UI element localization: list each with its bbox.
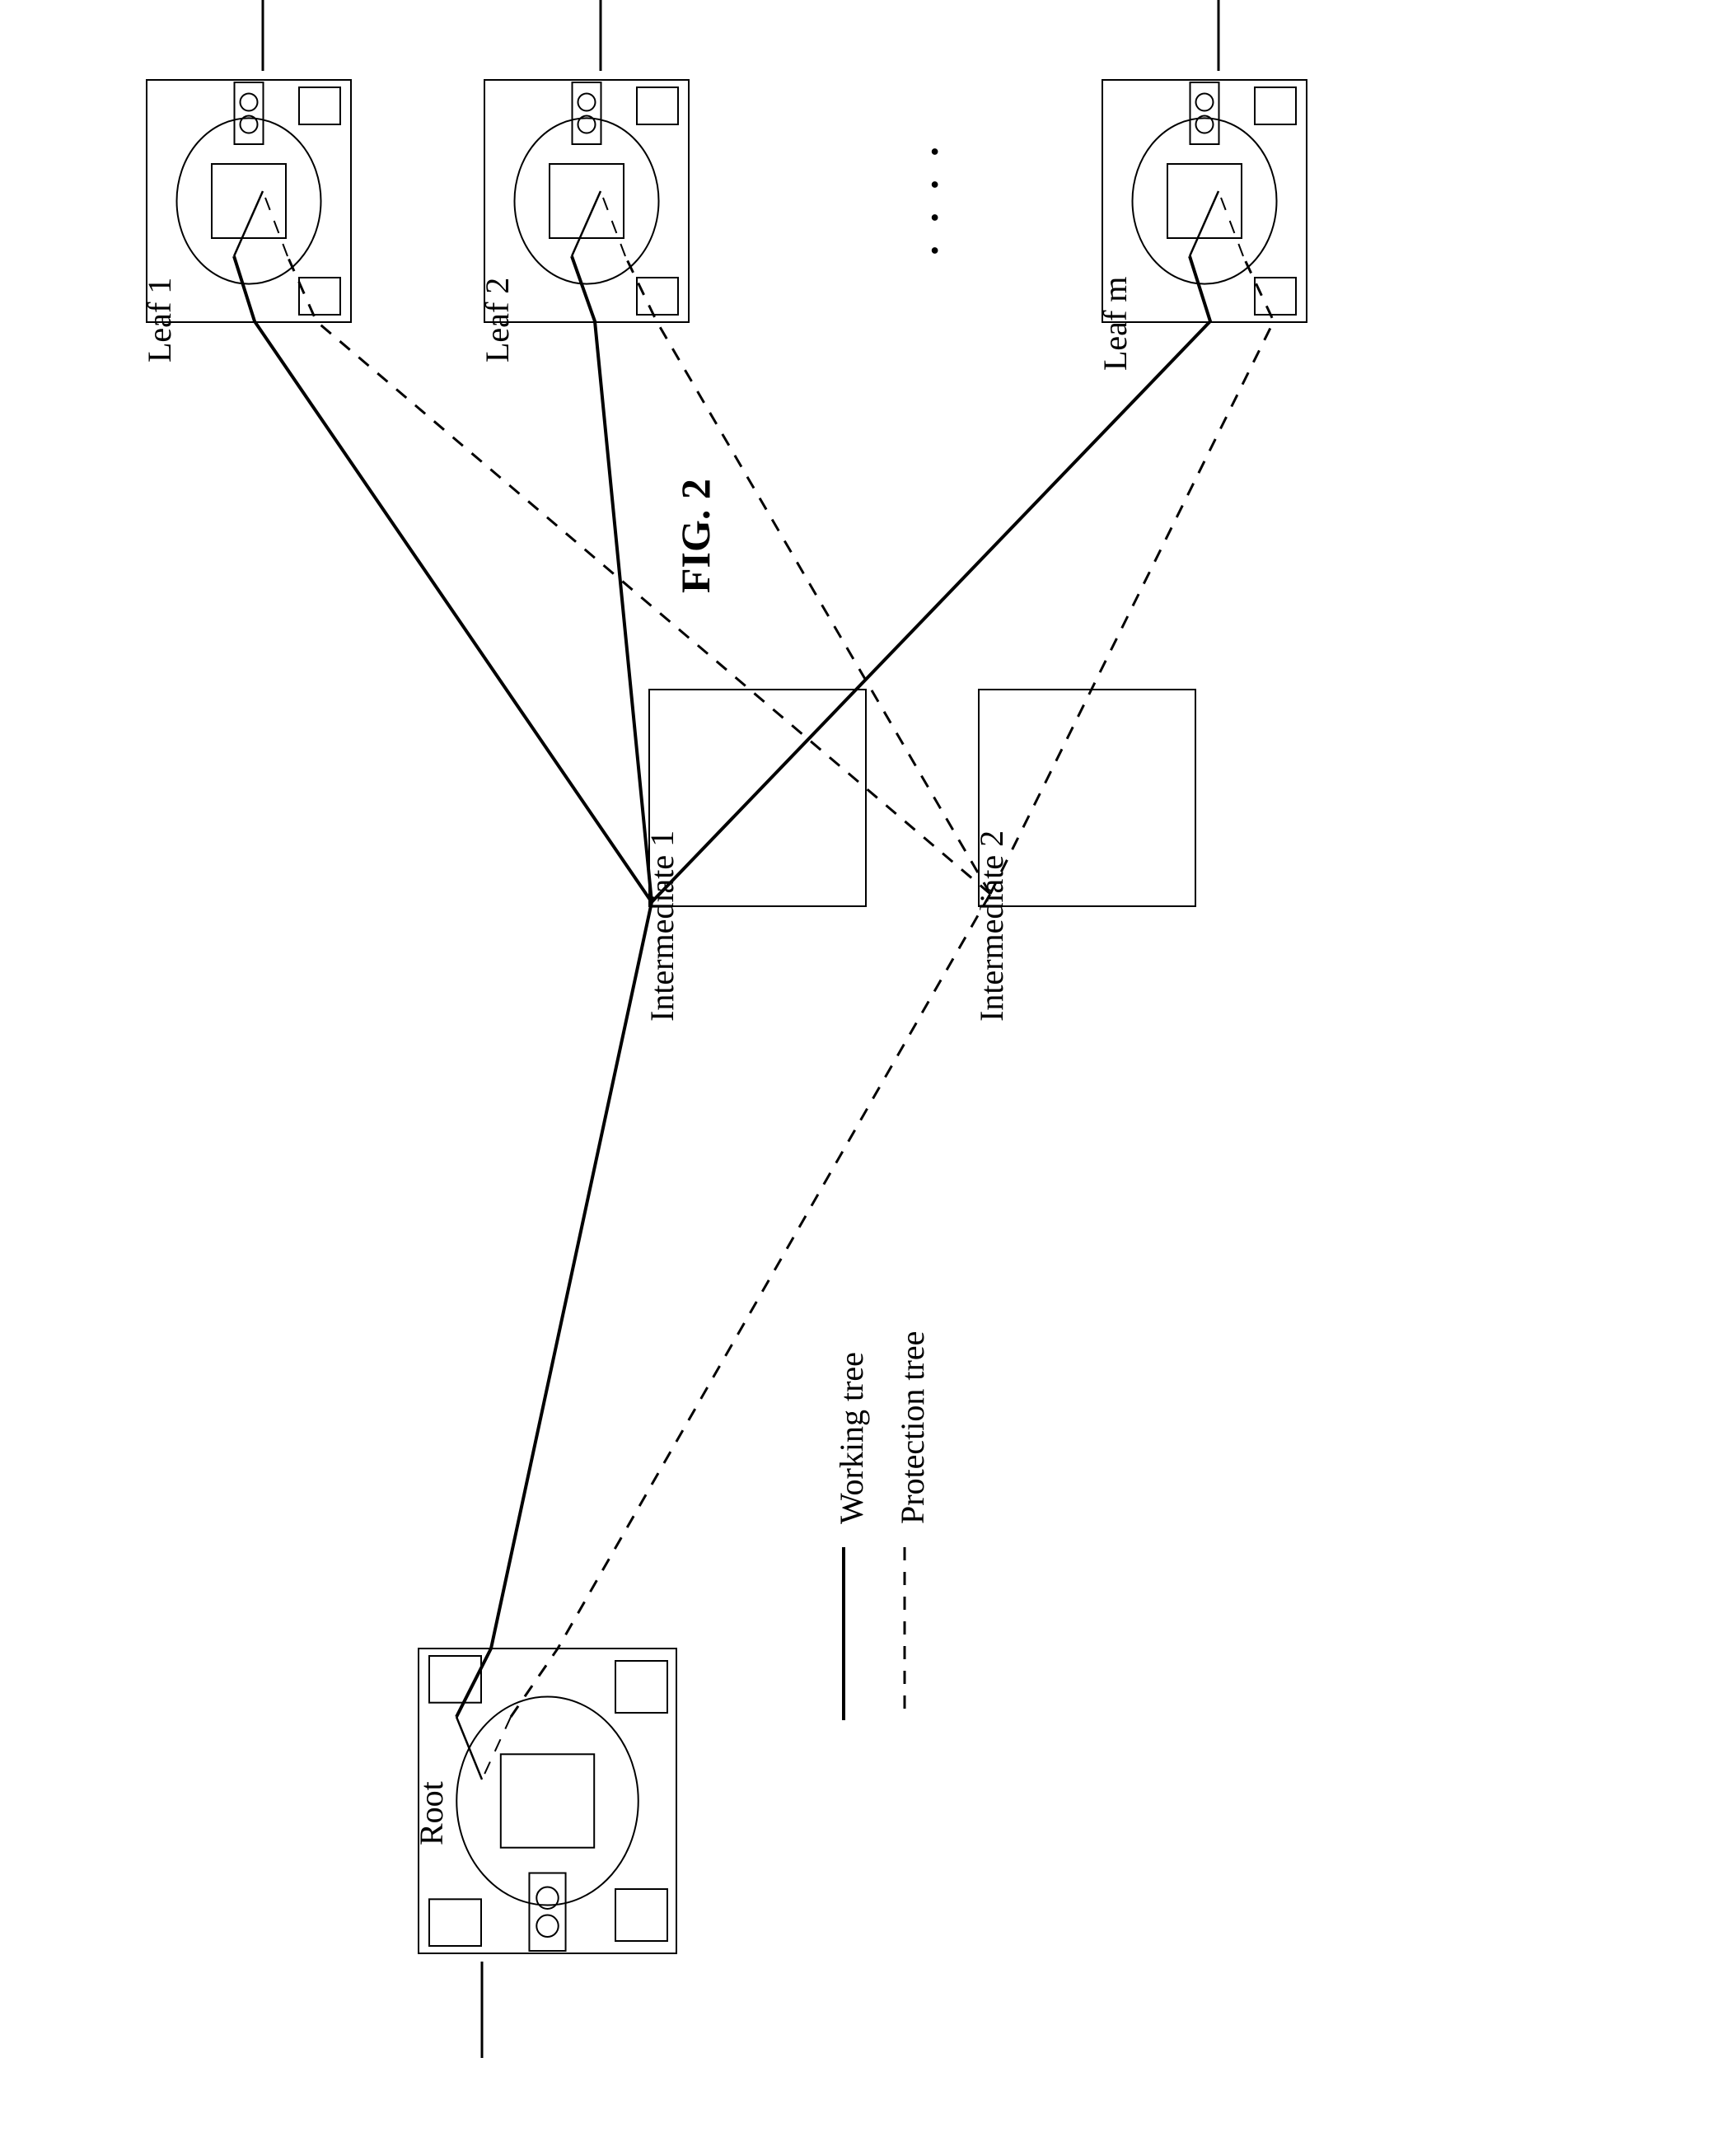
diagram-lines xyxy=(0,0,1726,2156)
intermediate1-label: Intermediate 1 xyxy=(643,830,681,1022)
root-node xyxy=(418,1648,677,1954)
root-label: Root xyxy=(412,1781,451,1845)
legend-protection-label: Protection tree xyxy=(893,1331,932,1524)
ellipsis-dots: . . . . xyxy=(902,140,947,255)
leaf1-label: Leaf 1 xyxy=(140,278,179,362)
figure-title: FIG. 2 xyxy=(671,479,719,593)
intermediate2-label: Intermediate 2 xyxy=(972,830,1011,1022)
leaf2-label: Leaf 2 xyxy=(478,278,517,362)
leafm-label: Leaf m xyxy=(1096,277,1134,371)
legend-working-label: Working tree xyxy=(832,1352,871,1524)
